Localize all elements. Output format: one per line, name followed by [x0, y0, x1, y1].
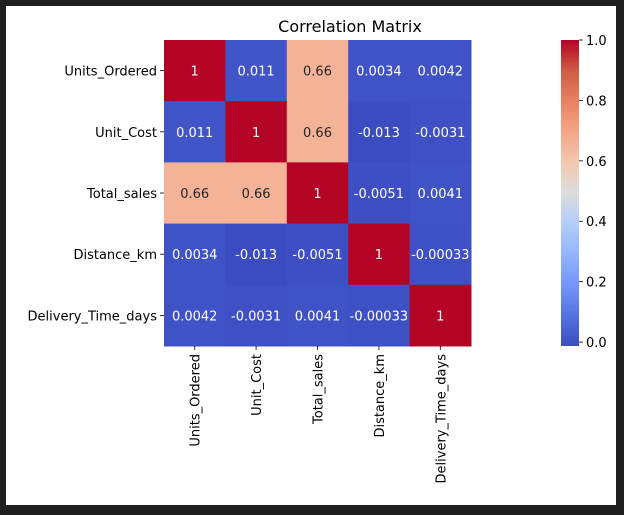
heatmap-cell	[409, 223, 472, 286]
cell-value-label: 0.0041	[295, 309, 341, 324]
heatmap-cell	[409, 40, 472, 102]
cell-value-label: 0.66	[242, 187, 271, 202]
colorbar-tick-label: 0.4	[586, 215, 607, 230]
y-tick-label: Total_sales	[86, 187, 157, 202]
x-tick-label: Unit_Cost	[250, 354, 265, 416]
heatmap-cell	[286, 223, 349, 286]
cell-value-label: -0.0051	[292, 248, 342, 263]
y-tick-label: Distance_km	[73, 248, 157, 263]
cell-value-label: 0.0034	[172, 248, 218, 263]
cell-value-label: -0.0031	[415, 126, 465, 141]
correlation-heatmap: Correlation Matrix 1 0.011 0.66 0.0034 0.004…	[28, 17, 607, 484]
cell-value-label: 0.66	[303, 65, 332, 80]
cell-value-label: 0.011	[237, 65, 274, 80]
x-tick-label: Total_sales	[312, 354, 327, 425]
chart-title: Correlation Matrix	[278, 17, 422, 36]
cell-value-label: 1	[191, 65, 199, 80]
heatmap-cell	[164, 284, 226, 347]
cell-value-label: 0.66	[303, 126, 332, 141]
y-tick-label: Units_Ordered	[64, 65, 157, 80]
heatmap-cell	[225, 40, 288, 102]
cell-value-label: 0.0041	[418, 187, 464, 202]
heatmap-cell	[286, 284, 349, 347]
heatmap-cell	[409, 284, 472, 347]
cell-value-label: 0.66	[180, 187, 209, 202]
cell-value-label: -0.0051	[354, 187, 404, 202]
heatmap-cell	[348, 162, 411, 225]
cell-value-label: -0.0031	[231, 309, 281, 324]
heatmap-cell	[409, 101, 472, 163]
heatmap-cell	[348, 284, 411, 347]
y-tick-label: Unit_Cost	[95, 126, 157, 141]
cell-value-label: 1	[252, 126, 260, 141]
cell-value-label: -0.00033	[350, 309, 408, 324]
heatmap-cell	[225, 162, 288, 225]
colorbar-tick-label: 0.0	[586, 336, 607, 351]
heatmap-cell	[164, 162, 226, 225]
heatmap-cell	[164, 40, 226, 102]
colorbar-gradient	[561, 40, 579, 346]
colorbar	[561, 40, 579, 346]
cell-value-label: 0.0042	[418, 65, 464, 80]
cell-value-label: -0.00033	[411, 248, 469, 263]
colorbar-tick-label: 0.2	[586, 276, 607, 291]
cell-value-label: 1	[436, 309, 444, 324]
heatmap-cell	[409, 162, 472, 225]
cell-value-label: 0.0042	[172, 309, 218, 324]
heatmap-cell	[348, 101, 411, 163]
heatmap-cell	[286, 101, 349, 163]
cell-value-label: 0.011	[176, 126, 213, 141]
cell-value-label: -0.013	[235, 248, 277, 263]
cell-value-label: 1	[313, 187, 321, 202]
y-tick-label: Delivery_Time_days	[28, 309, 158, 324]
cell-value-label: -0.013	[358, 126, 400, 141]
figure: Correlation Matrix 1 0.011 0.66 0.0034 0.004…	[6, 6, 616, 505]
x-tick-label: Units_Ordered	[189, 354, 204, 447]
colorbar-tick-label: 0.8	[586, 94, 607, 109]
heatmap-cell	[164, 101, 226, 163]
colorbar-tick-label: 0.6	[586, 155, 607, 170]
heatmap-cell	[225, 284, 288, 347]
heatmap-cell	[164, 223, 226, 286]
heatmap-cell	[348, 223, 411, 286]
cell-value-label: 1	[375, 248, 383, 263]
heatmap-cell	[286, 40, 349, 102]
heatmap-cell	[225, 101, 288, 163]
colorbar-tick-label: 1.0	[586, 34, 607, 49]
heatmap-cell	[225, 223, 288, 286]
cell-value-label: 0.0034	[356, 65, 402, 80]
heatmap-cell	[348, 40, 411, 102]
x-tick-label: Delivery_Time_days	[434, 354, 449, 484]
x-tick-label: Distance_km	[373, 354, 388, 438]
heatmap-cell	[286, 162, 349, 225]
